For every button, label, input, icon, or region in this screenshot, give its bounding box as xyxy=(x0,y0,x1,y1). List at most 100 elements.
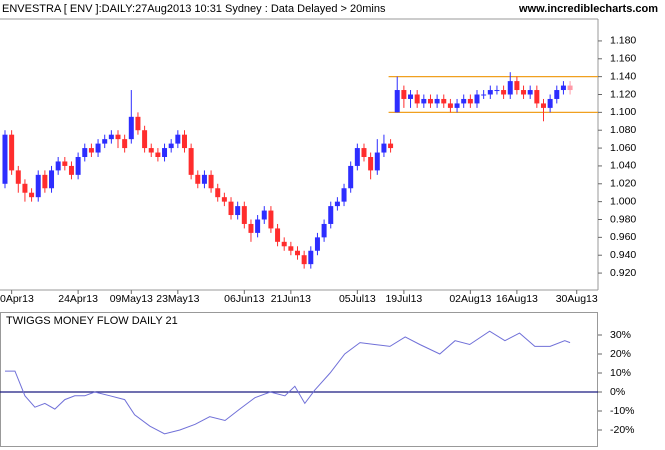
chart-title: ENVESTRA [ ENV ]:DAILY:27Aug2013 10:31 S… xyxy=(2,3,386,15)
candle-body xyxy=(148,148,154,153)
x-tick-label: 02Aug13 xyxy=(449,293,491,305)
candle-body xyxy=(534,90,540,104)
y-tick-label: 30% xyxy=(610,329,631,341)
candle-body xyxy=(108,134,114,140)
candle-body xyxy=(55,161,61,171)
candle-body xyxy=(321,223,327,238)
candle-body xyxy=(122,139,128,149)
candle-body xyxy=(135,116,141,131)
candle-body xyxy=(115,134,121,140)
candle-body xyxy=(554,90,560,99)
candle-body xyxy=(261,210,267,220)
candle-body xyxy=(328,206,334,224)
candle-body xyxy=(487,90,493,95)
candle-body xyxy=(341,188,347,202)
y-tick-label: 20% xyxy=(610,348,631,360)
candle-body xyxy=(301,255,307,265)
candle-body xyxy=(102,139,108,144)
candle-body xyxy=(434,98,440,104)
candle-body xyxy=(308,250,314,265)
y-tick-label: 1.180 xyxy=(610,35,636,47)
candle-body xyxy=(467,98,473,104)
candle-body xyxy=(228,201,234,216)
candle-body xyxy=(288,246,294,251)
candle-body xyxy=(461,98,467,104)
candle-body xyxy=(447,103,453,108)
candle-body xyxy=(268,210,274,229)
candle-body xyxy=(514,81,520,91)
y-tick-label: 0.940 xyxy=(610,249,636,261)
candle-body xyxy=(29,192,35,198)
candle-body xyxy=(421,98,427,104)
candle-body xyxy=(354,148,360,166)
x-tick-label: 23May13 xyxy=(156,293,199,305)
candle-body xyxy=(9,134,15,171)
candle-body xyxy=(62,161,68,166)
candle-body xyxy=(168,143,174,149)
candle-body xyxy=(15,170,21,184)
x-tick-label: 05Jul13 xyxy=(339,293,376,305)
candle-body xyxy=(95,143,101,153)
candle-body xyxy=(275,228,281,242)
candle-body xyxy=(255,219,261,233)
source-url: www.incrediblecharts.com xyxy=(518,3,658,15)
candle-body xyxy=(427,98,433,104)
indicator-line xyxy=(4,330,571,435)
candle-body xyxy=(521,90,527,95)
candle-body xyxy=(195,174,201,184)
candle-body xyxy=(374,152,380,171)
candle-body xyxy=(361,148,367,157)
x-tick-label: 0Apr13 xyxy=(0,293,34,305)
y-tick-label: 10% xyxy=(610,367,631,379)
candle-body xyxy=(82,148,88,157)
y-tick-label: 0.960 xyxy=(610,231,636,243)
y-tick-label: 1.080 xyxy=(610,124,636,136)
candle-body xyxy=(540,103,546,108)
candle-body xyxy=(408,94,414,99)
y-tick-label: 1.000 xyxy=(610,195,636,207)
candle-body xyxy=(494,90,500,92)
candle-body xyxy=(501,90,507,95)
candle-body xyxy=(414,94,420,104)
candle-body xyxy=(547,98,553,108)
candle-body xyxy=(241,206,247,224)
y-tick-label: 1.040 xyxy=(610,160,636,172)
y-tick-label: 1.100 xyxy=(610,106,636,118)
candle-body xyxy=(567,85,573,91)
candle-body xyxy=(381,143,387,153)
candle-body xyxy=(49,170,55,189)
candle-body xyxy=(441,98,447,104)
y-tick-label: 1.020 xyxy=(610,178,636,190)
candle-body xyxy=(334,201,340,207)
candle-body xyxy=(208,174,214,189)
indicator-panel xyxy=(0,312,598,447)
y-tick-label: -20% xyxy=(610,424,635,436)
candle-body xyxy=(181,134,187,149)
candle-body xyxy=(88,148,94,153)
y-tick-label: 0.980 xyxy=(610,213,636,225)
x-tick-label: 24Apr13 xyxy=(58,293,98,305)
candle-body xyxy=(35,174,41,198)
y-tick-label: 0.920 xyxy=(610,267,636,279)
candle-body xyxy=(368,157,374,171)
candle-body xyxy=(155,152,161,157)
y-tick-label: 0% xyxy=(610,386,625,398)
candle-body xyxy=(474,94,480,104)
x-tick-label: 30Aug13 xyxy=(556,293,598,305)
candle-body xyxy=(248,223,254,233)
x-tick-label: 09May13 xyxy=(110,293,153,305)
x-tick-label: 16Aug13 xyxy=(496,293,538,305)
y-tick-label: -10% xyxy=(610,405,635,417)
candle-body xyxy=(388,143,394,149)
candle-body xyxy=(22,183,28,193)
y-tick-label: 1.120 xyxy=(610,88,636,100)
candle-body xyxy=(481,94,487,96)
candle-body xyxy=(454,103,460,108)
y-tick-label: 1.060 xyxy=(610,142,636,154)
candle-body xyxy=(295,250,301,256)
candle-body xyxy=(235,206,241,216)
candle-body xyxy=(75,157,81,175)
candle-body xyxy=(560,85,566,91)
indicator-title: TWIGGS MONEY FLOW DAILY 21 xyxy=(6,315,178,327)
